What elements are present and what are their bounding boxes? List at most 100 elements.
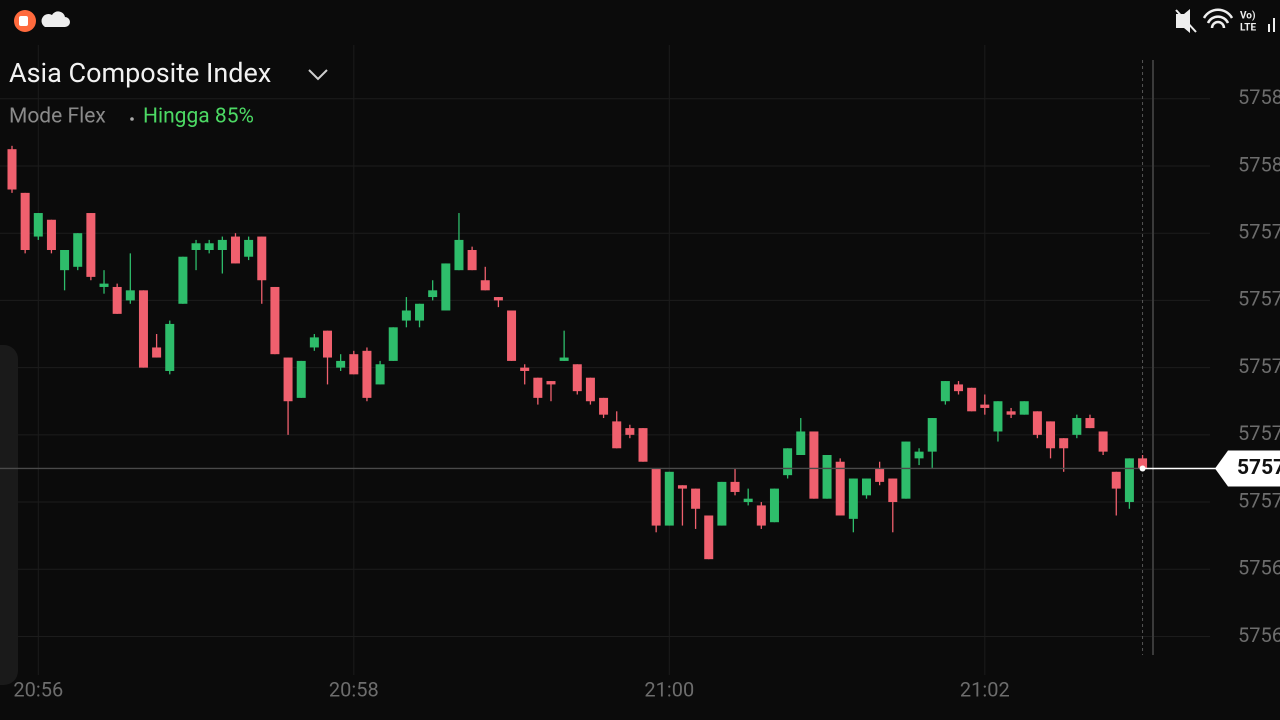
candle-body: [783, 448, 793, 476]
candle-body: [559, 357, 569, 361]
y-tick-label: 5757: [1238, 421, 1280, 445]
candle-body: [835, 461, 845, 516]
candle-body: [1046, 421, 1056, 449]
candle-body: [743, 498, 753, 503]
y-tick-label: 5757: [1238, 354, 1280, 378]
candle-body: [1059, 438, 1069, 449]
candle-body: [954, 384, 964, 392]
candle-body: [283, 357, 293, 402]
price-badge: [1215, 450, 1280, 487]
candle-body: [914, 451, 924, 459]
candle-body: [349, 354, 359, 375]
candle-body: [46, 219, 56, 250]
candle-body: [717, 481, 727, 526]
x-tick-label: 20:56: [13, 677, 63, 701]
candle-body: [375, 364, 385, 385]
candle-body: [217, 239, 227, 250]
candle-body: [861, 478, 871, 496]
candle-body: [901, 441, 911, 499]
y-tick-label: 5757: [1238, 219, 1280, 243]
candle-body: [1085, 418, 1095, 429]
candle-body: [60, 250, 70, 271]
candle-body: [33, 213, 43, 237]
candle-body: [704, 515, 714, 560]
candle-body: [270, 286, 280, 355]
y-tick-label: 5758: [1238, 152, 1280, 176]
candle-body: [599, 397, 609, 415]
candle-body: [809, 431, 819, 499]
candle-body: [888, 478, 898, 503]
candle-body: [822, 455, 832, 499]
cloud-icon: [41, 11, 70, 27]
candle-body: [165, 323, 175, 371]
candle-body: [1019, 401, 1029, 415]
candle-body: [848, 478, 858, 519]
wifi-icon: [1202, 8, 1234, 29]
candle-body: [309, 337, 319, 348]
y-tick-label: 5758: [1238, 85, 1280, 109]
candle-body: [796, 431, 806, 455]
asset-dropdown[interactable]: [308, 69, 328, 81]
candle-body: [112, 286, 122, 314]
candle-body: [967, 387, 977, 412]
candle-body: [178, 256, 188, 304]
candle-body: [480, 280, 490, 291]
candle-body: [415, 303, 425, 321]
candle-body: [691, 488, 701, 509]
signal-bar: [1268, 24, 1270, 32]
candle-body: [230, 236, 240, 264]
candle-body: [507, 310, 517, 361]
axis: 5758 5758 5757 5757 5757 5757 5757 5756 5756 20:5…: [13, 85, 1280, 701]
candle-body: [362, 350, 372, 398]
candle-body: [20, 192, 30, 250]
candle-body: [152, 347, 162, 358]
candle-body: [546, 381, 556, 385]
candle-body: [441, 263, 451, 311]
plot: [0, 145, 1218, 560]
y-tick-label: 5757: [1238, 287, 1280, 311]
candle-body: [1032, 411, 1042, 435]
price-dot: [1139, 465, 1146, 472]
network-label: Vo): [1240, 10, 1255, 22]
candle-body: [1124, 458, 1134, 503]
candle-body: [428, 290, 438, 298]
candle-body: [125, 290, 135, 301]
candle-body: [191, 243, 201, 250]
app-icon-glyph: [19, 16, 28, 26]
candle-body: [1111, 471, 1121, 489]
candle-body: [323, 330, 333, 358]
candle-body: [86, 213, 96, 277]
candle-body: [625, 428, 635, 435]
candle-body: [454, 239, 464, 271]
candle-body: [520, 367, 530, 371]
y-tick-label: 5756: [1238, 556, 1280, 580]
candle-body: [612, 421, 622, 449]
x-tick-label: 21:00: [644, 677, 694, 701]
candle-body: [585, 377, 595, 402]
candle-body: [244, 239, 254, 257]
side-panel-edge[interactable]: [0, 345, 18, 685]
x-tick-label: 21:02: [960, 677, 1010, 701]
candle-body: [388, 327, 398, 361]
candle-body: [467, 250, 477, 271]
candle-body: [336, 360, 346, 368]
candle-body: [651, 468, 661, 526]
candle-body: [401, 310, 411, 321]
candle-body: [638, 428, 648, 462]
candle-body: [769, 488, 779, 523]
candle-body: [138, 290, 148, 368]
candle-body: [204, 243, 214, 250]
candle-body: [1138, 458, 1148, 469]
candle-body: [572, 364, 582, 392]
y-tick-label: 5757: [1238, 488, 1280, 512]
candle-body: [1006, 411, 1016, 415]
asset-title[interactable]: Asia Composite Index: [9, 57, 271, 89]
candle-body: [533, 377, 543, 398]
candle-body: [99, 283, 109, 287]
price-badge-label: 5757: [1237, 456, 1280, 480]
candle-body: [980, 404, 990, 408]
candle-body: [875, 468, 885, 482]
network-label: LTE: [1240, 23, 1256, 34]
